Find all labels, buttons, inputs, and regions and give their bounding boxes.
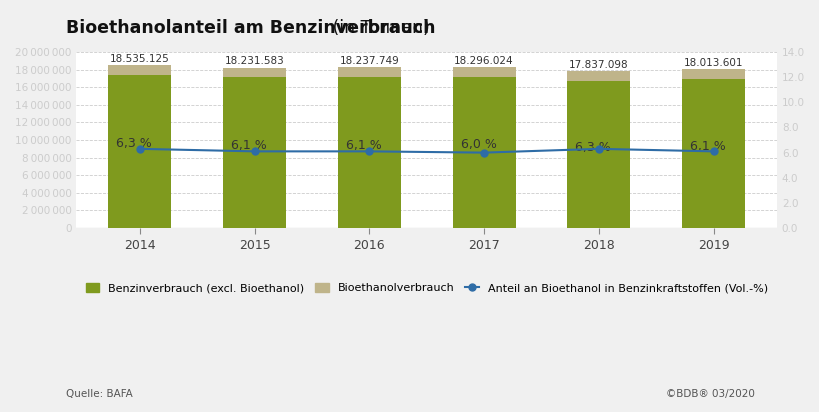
Text: ©BDB® 03/2020: ©BDB® 03/2020 [665, 389, 753, 399]
Text: 18.296.024: 18.296.024 [454, 56, 514, 66]
Text: 6,1 %: 6,1 % [231, 139, 266, 152]
Text: 18.237.749: 18.237.749 [339, 56, 399, 66]
Bar [108, 75, 171, 228]
Text: 18.013.601: 18.013.601 [683, 58, 743, 68]
Text: Bioethanolanteil am Benzinverbrauch: Bioethanolanteil am Benzinverbrauch [66, 19, 435, 37]
Bar [681, 70, 744, 79]
Bar [452, 67, 515, 77]
Text: 6,1 %: 6,1 % [690, 140, 725, 153]
Text: (in Tonnen): (in Tonnen) [326, 19, 429, 37]
Bar [567, 81, 630, 228]
Text: 6,0 %: 6,0 % [460, 138, 495, 151]
Bar [681, 79, 744, 228]
Bar [223, 77, 286, 228]
Bar [567, 71, 630, 81]
Text: 17.837.098: 17.837.098 [568, 60, 628, 70]
Text: 6,1 %: 6,1 % [346, 139, 381, 152]
Text: 6,3 %: 6,3 % [116, 138, 152, 150]
Bar [337, 68, 400, 77]
Text: Quelle: BAFA: Quelle: BAFA [66, 389, 132, 399]
Text: 6,3 %: 6,3 % [575, 140, 610, 154]
Bar [337, 77, 400, 228]
Bar [108, 65, 171, 75]
Text: 18.231.583: 18.231.583 [224, 56, 284, 66]
Text: 18.535.125: 18.535.125 [110, 54, 170, 63]
Bar [223, 68, 286, 77]
Bar [452, 77, 515, 228]
Legend: Benzinverbrauch (excl. Bioethanol), Bioethanolverbrauch, Anteil an Bioethanol in: Benzinverbrauch (excl. Bioethanol), Bioe… [82, 280, 770, 297]
